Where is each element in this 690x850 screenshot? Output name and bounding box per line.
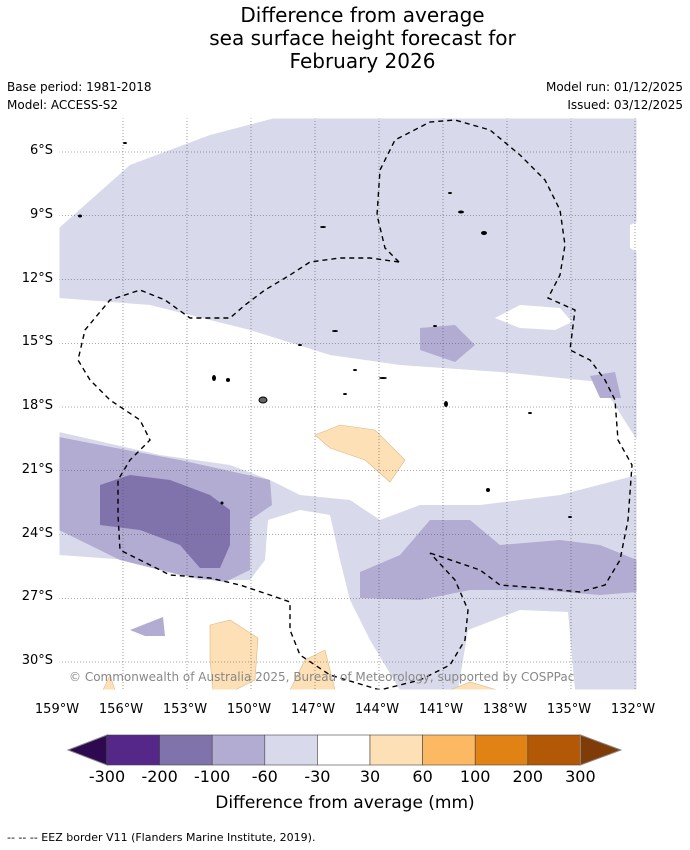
colorbar-tick-label: 100: [459, 767, 491, 786]
lat-label: 21°S: [21, 461, 53, 477]
lat-label: 27°S: [21, 589, 53, 605]
lon-label: 153°W: [162, 702, 208, 717]
copyright: © Commonwealth of Australia 2025, Bureau…: [69, 670, 575, 684]
title-line-1: Difference from average: [240, 3, 485, 27]
white-regions: [59, 118, 637, 690]
colorbar-bin: [422, 734, 476, 766]
colorbar-max-extension: [579, 734, 623, 766]
footer-note: -- -- -- EEZ border V11 (Flanders Marine…: [7, 831, 316, 844]
lat-label: 12°S: [21, 270, 53, 286]
graticule: [59, 118, 637, 690]
map-frame: [58, 117, 638, 691]
lon-label: 147°W: [290, 702, 336, 717]
lat-label: 18°S: [21, 398, 53, 413]
colorbar-title: Difference from average (mm): [215, 793, 475, 813]
eez-border: [77, 119, 633, 690]
colorbar-min-extension: [66, 734, 108, 766]
lon-label: 141°W: [418, 702, 464, 717]
model-name: Model: ACCESS-S2: [7, 98, 119, 112]
base-period: Base period: 1981-2018: [7, 80, 152, 94]
lat-label: 9°S: [29, 206, 53, 222]
title-line-2: sea surface height forecast for: [209, 26, 516, 50]
meta-right: Model run: 01/12/2025 Issued: 03/12/2025: [546, 78, 683, 114]
islands: [78, 142, 572, 518]
colorbar: [66, 734, 623, 766]
lat-label: 24°S: [21, 525, 53, 541]
colorbar-tick-label: -300: [88, 767, 126, 786]
chart-title: Difference from average sea surface heig…: [0, 4, 690, 73]
light-orange-regions: [102, 424, 498, 690]
lon-label: 150°W: [226, 702, 272, 717]
colorbar-bin: [527, 734, 581, 766]
colorbar-bin: [369, 734, 423, 766]
dark-purple-region: [100, 475, 230, 568]
colorbar-bin: [106, 734, 160, 766]
lon-label: 159°W: [34, 702, 80, 717]
lon-label: 132°W: [610, 702, 656, 717]
colorbar-bin: [159, 734, 213, 766]
colorbar-bin: [264, 734, 318, 766]
colorbar-tick-label: -200: [141, 767, 178, 786]
lon-label: 144°W: [354, 702, 400, 717]
issued-date: Issued: 03/12/2025: [567, 98, 683, 112]
colorbar-tick-label: -100: [194, 767, 231, 786]
colorbar-tick-label: 200: [512, 767, 544, 786]
model-run: Model run: 01/12/2025: [545, 80, 683, 94]
meta-left: Base period: 1981-2018 Model: ACCESS-S2: [7, 78, 152, 114]
colorbar-tick-label: 30: [359, 767, 381, 786]
colorbar-tick-label: -60: [251, 767, 278, 786]
lon-label: 135°W: [546, 702, 592, 717]
lat-label: 15°S: [21, 334, 53, 350]
colorbar-bin: [211, 734, 266, 766]
lon-label: 156°W: [98, 702, 144, 717]
colorbar-tick-label: -30: [304, 767, 331, 786]
colorbar-tick-label: 300: [565, 767, 596, 786]
colorbar-bin: [474, 734, 529, 766]
colorbar-bin: [317, 734, 371, 766]
lat-label: 6°S: [29, 143, 53, 158]
lat-label: 30°S: [21, 653, 53, 668]
colorbar-tick-label: 60: [412, 767, 433, 786]
title-line-3: February 2026: [289, 49, 436, 73]
lon-label: 138°W: [482, 702, 528, 717]
